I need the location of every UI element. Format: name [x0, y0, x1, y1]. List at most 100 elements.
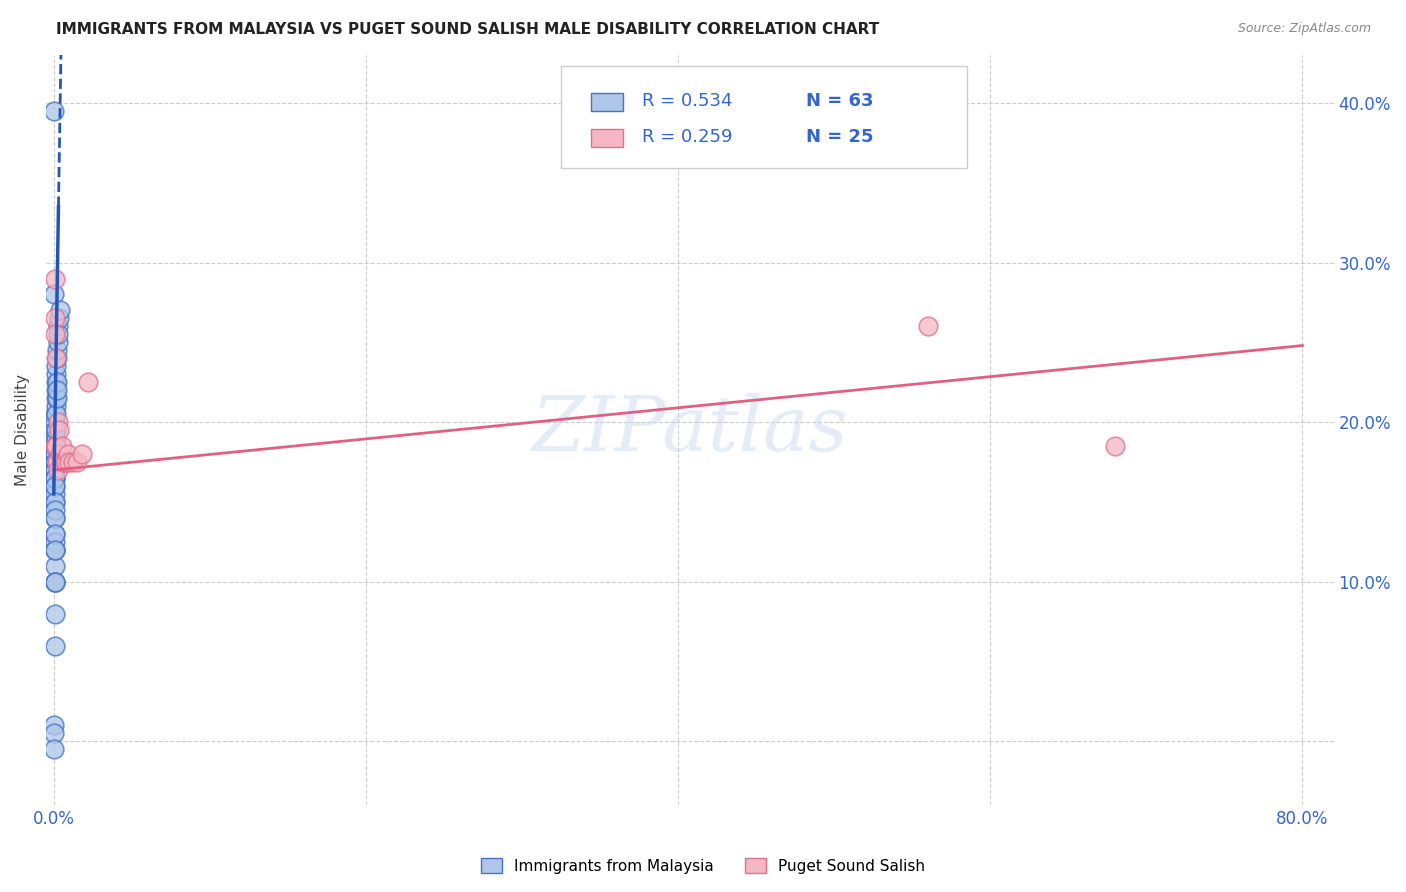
Point [44, 479, 66, 493]
Point [44, 407, 66, 421]
Point [44, 415, 66, 429]
Point [44, 503, 66, 517]
Point [44, 639, 66, 653]
FancyBboxPatch shape [561, 66, 967, 168]
Text: R = 0.534: R = 0.534 [643, 92, 733, 110]
Point [45, 431, 67, 445]
Point [46, 383, 69, 397]
Point [44, 455, 66, 469]
Text: N = 25: N = 25 [806, 128, 873, 146]
Point [45, 455, 67, 469]
Point [44, 287, 66, 301]
Point [52, 455, 75, 469]
Point [44, 607, 66, 621]
Point [48, 415, 70, 429]
Point [917, 319, 939, 334]
Point [44, 526, 66, 541]
Point [45, 359, 67, 374]
Point [44, 327, 66, 342]
Point [62, 455, 84, 469]
FancyBboxPatch shape [591, 93, 623, 112]
Point [44, 726, 66, 740]
Point [77, 376, 100, 390]
Point [44, 271, 66, 285]
Point [44, 558, 66, 573]
Point [45, 351, 67, 366]
Point [44, 439, 66, 453]
Point [44, 542, 66, 557]
FancyBboxPatch shape [591, 128, 623, 147]
Point [1104, 439, 1126, 453]
Point [51, 439, 73, 453]
Point [48, 311, 70, 326]
Point [70, 447, 93, 461]
Point [44, 495, 66, 509]
Point [44, 526, 66, 541]
Point [44, 495, 66, 509]
Point [44, 742, 66, 756]
Point [45, 368, 67, 382]
Text: IMMIGRANTS FROM MALAYSIA VS PUGET SOUND SALISH MALE DISABILITY CORRELATION CHART: IMMIGRANTS FROM MALAYSIA VS PUGET SOUND … [56, 22, 880, 37]
Point [44, 487, 66, 501]
Point [56, 447, 79, 461]
Point [44, 574, 66, 589]
Point [49, 303, 72, 318]
Point [44, 447, 66, 461]
Point [44, 463, 66, 477]
Point [45, 407, 67, 421]
Point [45, 351, 67, 366]
Point [45, 391, 67, 405]
Point [44, 511, 66, 525]
Text: N = 63: N = 63 [806, 92, 873, 110]
Point [45, 376, 67, 390]
Point [44, 463, 66, 477]
Point [44, 574, 66, 589]
Point [44, 439, 66, 453]
Text: R = 0.259: R = 0.259 [643, 128, 733, 146]
Point [45, 399, 67, 413]
Point [44, 534, 66, 549]
Point [58, 455, 80, 469]
Point [44, 423, 66, 437]
Point [44, 542, 66, 557]
Point [44, 463, 66, 477]
Point [44, 542, 66, 557]
Point [44, 103, 66, 118]
Point [46, 343, 69, 358]
Point [45, 439, 67, 453]
Point [46, 335, 69, 350]
Point [44, 574, 66, 589]
Point [44, 471, 66, 485]
Point [44, 511, 66, 525]
Point [45, 423, 67, 437]
Point [45, 383, 67, 397]
Point [44, 455, 66, 469]
Point [44, 471, 66, 485]
Point [46, 319, 69, 334]
Point [44, 455, 66, 469]
Point [45, 439, 67, 453]
Point [53, 455, 76, 469]
Point [45, 391, 67, 405]
Text: ZIPatlas: ZIPatlas [531, 393, 848, 467]
Point [48, 327, 70, 342]
Y-axis label: Male Disability: Male Disability [15, 374, 30, 486]
Point [44, 439, 66, 453]
Point [48, 423, 70, 437]
Legend: Immigrants from Malaysia, Puget Sound Salish: Immigrants from Malaysia, Puget Sound Sa… [475, 852, 931, 880]
Point [45, 455, 67, 469]
Point [49, 447, 72, 461]
Point [44, 447, 66, 461]
Point [45, 376, 67, 390]
Point [44, 455, 66, 469]
Point [44, 718, 66, 732]
Point [66, 455, 89, 469]
Point [44, 479, 66, 493]
Point [46, 463, 69, 477]
Point [44, 431, 66, 445]
Point [44, 471, 66, 485]
Text: Source: ZipAtlas.com: Source: ZipAtlas.com [1237, 22, 1371, 36]
Point [44, 311, 66, 326]
Point [55, 455, 77, 469]
Point [44, 439, 66, 453]
